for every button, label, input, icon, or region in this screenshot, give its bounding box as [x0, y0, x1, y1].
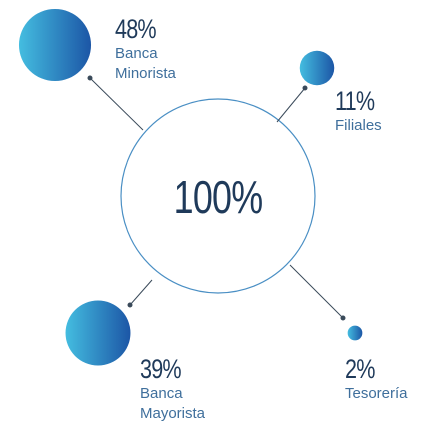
bubble-label: 11% Filiales — [335, 86, 425, 136]
total-circle — [120, 98, 316, 294]
bubble — [347, 325, 363, 341]
value-label: 39% — [140, 354, 182, 384]
bubble — [65, 300, 131, 366]
value-label: 2% — [345, 354, 375, 384]
value-label: 11% — [335, 86, 375, 116]
category-label: Banca Mayorista — [140, 385, 206, 422]
connector — [129, 279, 153, 306]
connector — [289, 264, 344, 319]
bubble-label: 2% Tesorería — [345, 354, 435, 404]
bubble-label: 39% Banca Mayorista — [140, 354, 230, 424]
bubble-label: 48% Banca Minorista — [115, 14, 205, 84]
connector-dot — [340, 315, 346, 321]
center-label: 100% — [173, 171, 263, 223]
category-label: Banca Minorista — [115, 45, 176, 82]
connector — [89, 77, 144, 131]
connector-dot — [302, 85, 308, 91]
category-label: Filiales — [335, 117, 382, 134]
value-label: 48% — [115, 14, 157, 44]
bubble — [299, 50, 335, 86]
connector-dot — [87, 75, 93, 81]
connector — [276, 87, 306, 123]
connectors — [87, 75, 346, 321]
category-label: Tesorería — [345, 385, 408, 402]
connector-dot — [127, 302, 133, 308]
bubble — [18, 8, 92, 82]
